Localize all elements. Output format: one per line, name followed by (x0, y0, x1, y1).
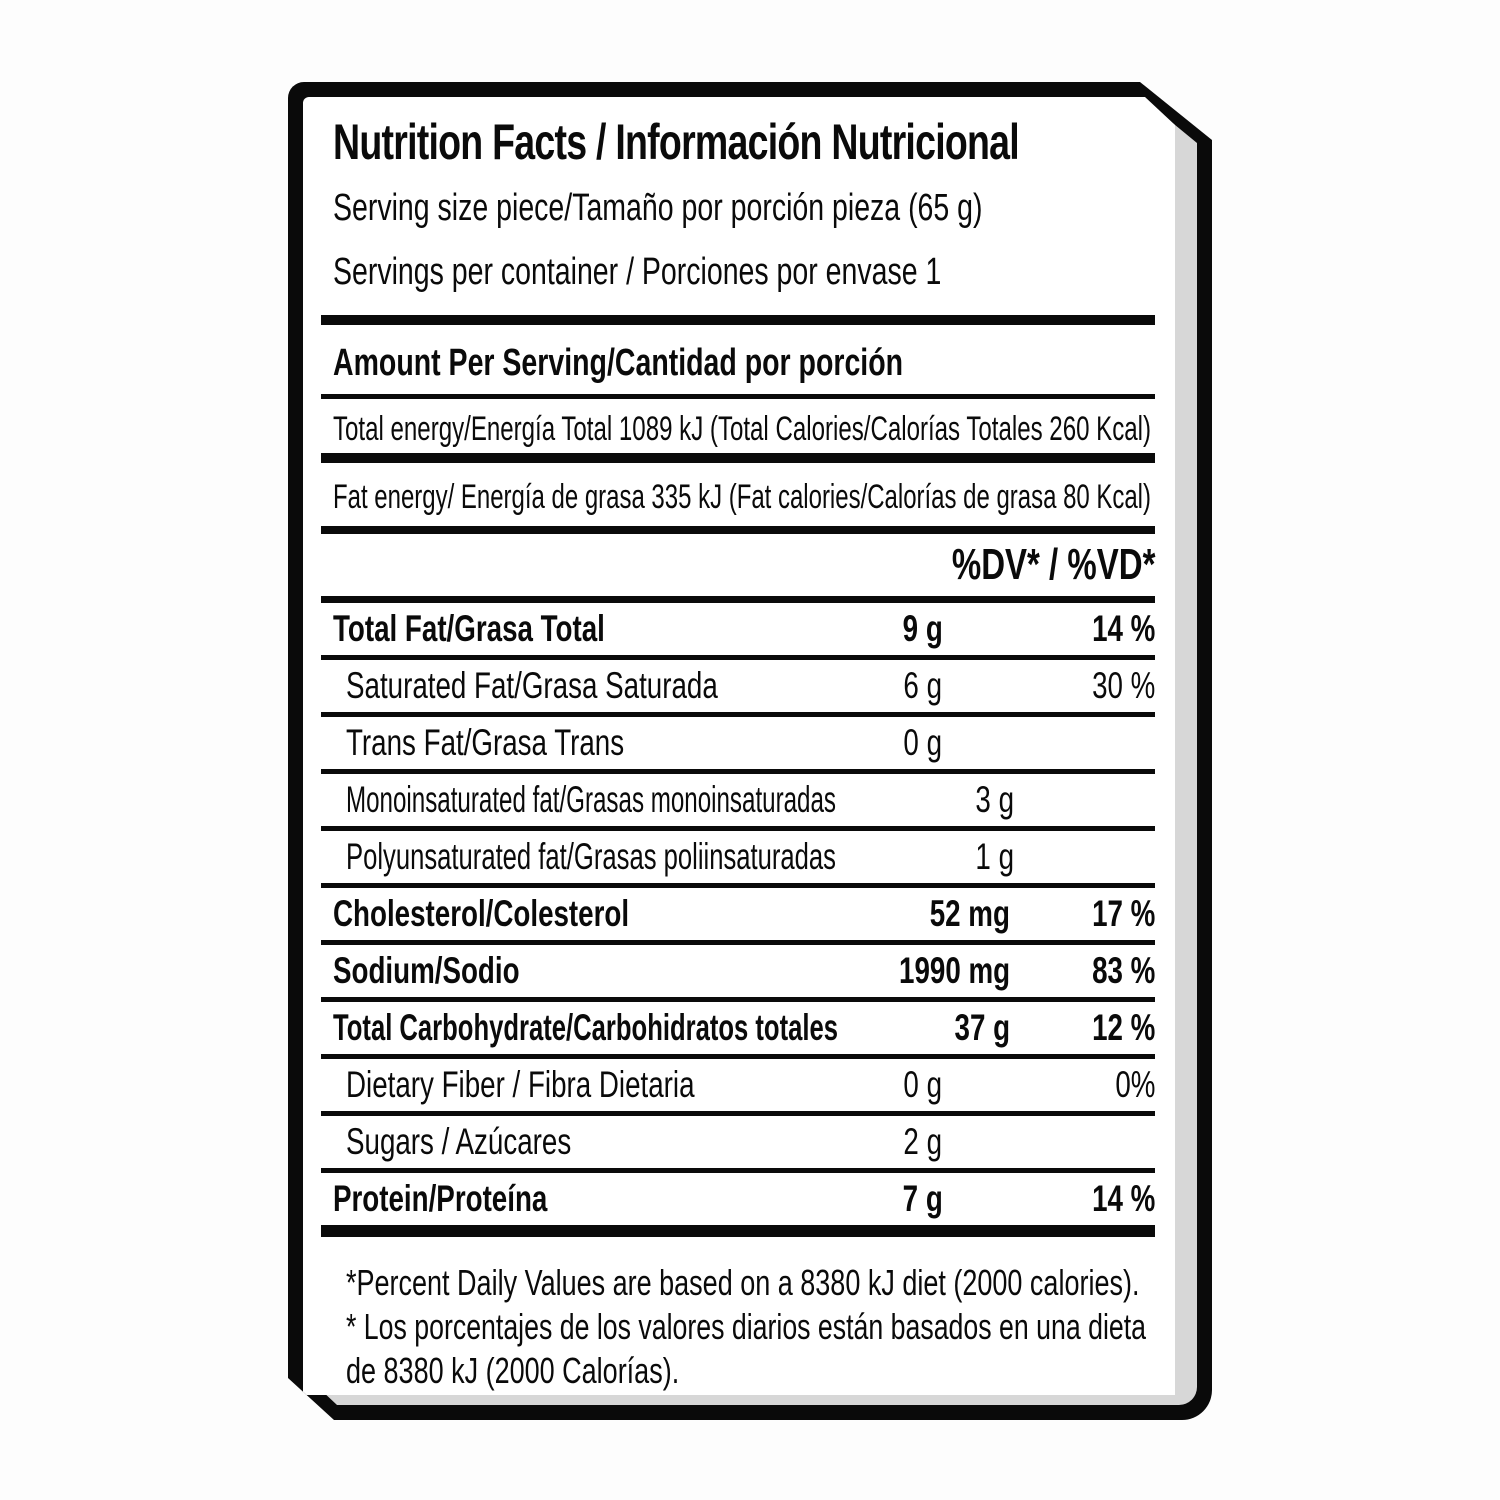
row-label: Monoinsaturated fat/Grasas monoinsaturad… (346, 779, 836, 820)
label-title: Nutrition Facts / Información Nutriciona… (333, 114, 1019, 170)
separator (321, 394, 1155, 399)
row-amount: 0 g (903, 1064, 942, 1105)
nutrient-row-dietary-fiber: Dietary Fiber / Fibra Dietaria 0 g 0% (333, 1059, 1155, 1111)
row-label: Dietary Fiber / Fibra Dietaria (346, 1064, 695, 1105)
row-daily-value: 12 % (1091, 1007, 1155, 1048)
row-daily-value: 0% (1114, 1064, 1155, 1105)
fat-energy-line: Fat energy/ Energía de grasa 335 kJ (Fat… (333, 478, 1151, 516)
separator (321, 315, 1155, 325)
row-amount: 2 g (903, 1121, 942, 1162)
row-amount: 0 g (903, 722, 942, 763)
row-label: Saturated Fat/Grasa Saturada (346, 665, 718, 706)
row-amount: 7 g (902, 1178, 943, 1219)
nutrition-label: Nutrition Facts / Información Nutriciona… (288, 82, 1212, 1420)
row-amount: 52 mg (929, 893, 1010, 934)
row-amount: 1990 mg (898, 950, 1010, 991)
separator (321, 826, 1155, 831)
row-label: Total Carbohydrate/Carbohidratos totales (333, 1007, 838, 1048)
nutrient-row-sugars: Sugars / Azúcares 2 g (333, 1116, 1155, 1168)
serving-size-line: Serving size piece/Tamaño por porción pi… (333, 187, 983, 229)
nutrient-row-total-carbohydrate: Total Carbohydrate/Carbohidratos totales… (333, 1002, 1155, 1054)
row-daily-value (1010, 722, 1155, 764)
row-amount: 1 g (975, 836, 1015, 877)
row-daily-value: 30 % (1091, 665, 1155, 706)
label-panel: Nutrition Facts / Información Nutriciona… (303, 97, 1175, 1395)
footnotes: *Percent Daily Values are based on a 838… (333, 1261, 1155, 1393)
separator (321, 1168, 1155, 1173)
nutrient-row-sodium: Sodium/Sodio 1990 mg 83 % (333, 945, 1155, 997)
nutrient-row-protein: Protein/Proteína 7 g 14 % (333, 1173, 1155, 1225)
row-daily-value: 14 % (1091, 1178, 1155, 1219)
separator (321, 997, 1155, 1002)
daily-value-header: %DV* / %VD* (951, 540, 1155, 589)
row-amount: 3 g (975, 779, 1015, 820)
row-label: Polyunsaturated fat/Grasas poliinsaturad… (346, 836, 836, 877)
total-energy-line: Total energy/Energía Total 1089 kJ (Tota… (333, 410, 1151, 448)
separator (321, 712, 1155, 717)
nutrient-row-trans-fat: Trans Fat/Grasa Trans 0 g (333, 717, 1155, 769)
separator (321, 769, 1155, 774)
row-label: Total Fat/Grasa Total (333, 608, 605, 649)
row-daily-value: 14 % (1091, 608, 1155, 649)
separator (321, 453, 1155, 463)
row-daily-value (1010, 1121, 1155, 1163)
separator (321, 655, 1155, 660)
label-content: Nutrition Facts / Información Nutriciona… (303, 97, 1175, 1395)
nutrient-row-polyunsaturated-fat: Polyunsaturated fat/Grasas poliinsaturad… (333, 831, 1155, 883)
row-label: Protein/Proteína (333, 1178, 548, 1219)
row-amount: 37 g (954, 1007, 1010, 1048)
row-amount: 9 g (902, 608, 943, 649)
separator (321, 1225, 1155, 1237)
nutrient-row-monounsaturated-fat: Monoinsaturated fat/Grasas monoinsaturad… (333, 774, 1155, 826)
separator (321, 883, 1155, 888)
row-daily-value: 83 % (1091, 950, 1155, 991)
footnote-line-1: *Percent Daily Values are based on a 838… (346, 1262, 1140, 1303)
nutrient-row-total-fat: Total Fat/Grasa Total 9 g 14 % (333, 603, 1155, 655)
nutrient-row-saturated-fat: Saturated Fat/Grasa Saturada 6 g 30 % (333, 660, 1155, 712)
amount-per-serving-heading: Amount Per Serving/Cantidad por porción (333, 342, 904, 384)
footnote-line-3: de 8380 kJ (2000 Calorías). (346, 1350, 680, 1391)
separator (321, 596, 1155, 603)
footnote-line-2: * Los porcentajes de los valores diarios… (346, 1306, 1146, 1347)
row-label: Trans Fat/Grasa Trans (346, 722, 625, 763)
separator (321, 1111, 1155, 1116)
nutrient-row-cholesterol: Cholesterol/Colesterol 52 mg 17 % (333, 888, 1155, 940)
row-daily-value: 17 % (1091, 893, 1155, 934)
separator (321, 1054, 1155, 1059)
separator (321, 940, 1155, 945)
row-label: Cholesterol/Colesterol (333, 893, 630, 934)
separator (321, 526, 1155, 534)
row-label: Sodium/Sodio (333, 950, 520, 991)
row-amount: 6 g (903, 665, 942, 706)
servings-per-container-line: Servings per container / Porciones por e… (333, 251, 942, 293)
row-label: Sugars / Azúcares (346, 1121, 572, 1162)
